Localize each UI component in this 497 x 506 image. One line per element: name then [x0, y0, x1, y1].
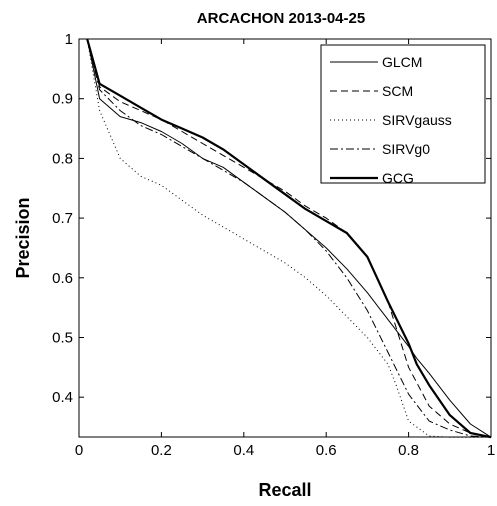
x-axis-label: Recall [258, 480, 311, 500]
y-tick-label: 0.6 [52, 270, 73, 287]
legend-label-glcm: GLCM [382, 54, 422, 70]
x-tick-label: 0 [75, 442, 83, 459]
chart-title: ARCACHON 2013-04-25 [197, 10, 365, 27]
legend: GLCM SCM SIRVgauss SIRVg0 GCG [320, 44, 486, 186]
y-tick-label: 1 [65, 31, 73, 48]
legend-label-gcg: GCG [382, 170, 414, 186]
legend-items: GLCM SCM SIRVgauss SIRVg0 GCG [330, 54, 452, 186]
y-tick-label: 0.7 [52, 210, 73, 227]
x-tick-label: 0.6 [316, 442, 337, 459]
series-line-gcg [86, 38, 492, 439]
x-tick-label: 0.4 [233, 442, 254, 459]
y-tick-label: 0.9 [52, 91, 73, 108]
legend-label-sirvg0: SIRVg0 [382, 141, 430, 157]
series-line-sirvg0 [86, 38, 492, 438]
y-axis-label: Precision [13, 197, 33, 278]
x-tick-label: 1 [487, 442, 495, 459]
tick-layer: 0 0.2 0.4 0.6 0.8 1 0.4 0.5 0.6 0.7 0.8 0.9 1 [52, 31, 495, 459]
legend-label-scm: SCM [382, 83, 413, 99]
y-tick-label: 0.8 [52, 150, 73, 167]
series-layer [86, 38, 492, 439]
legend-box [320, 44, 486, 184]
y-tick-label: 0.5 [52, 329, 73, 346]
y-tick-label: 0.4 [52, 389, 73, 406]
series-line-scm [86, 38, 492, 438]
x-tick-label: 0.2 [151, 442, 172, 459]
legend-label-sirvgauss: SIRVgauss [382, 112, 452, 128]
x-tick-label: 0.8 [398, 442, 419, 459]
